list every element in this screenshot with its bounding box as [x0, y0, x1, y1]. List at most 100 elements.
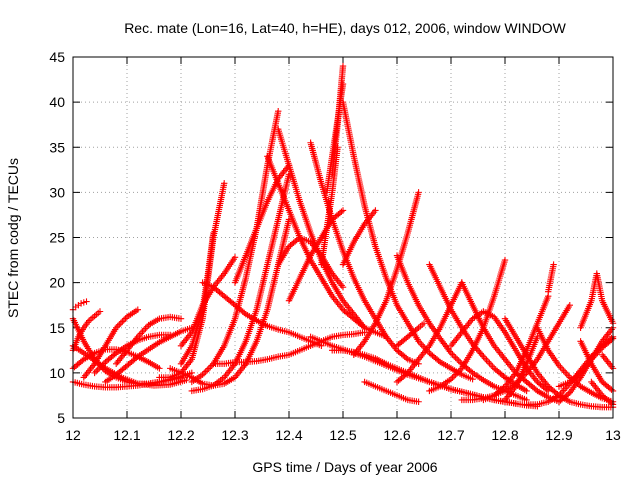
data-point [204, 366, 211, 374]
data-series [447, 308, 552, 395]
data-series [426, 256, 509, 395]
x-tick-label: 12 [65, 427, 81, 443]
data-series [555, 324, 617, 405]
data-series [69, 308, 104, 354]
data-point [452, 371, 459, 378]
data-series [501, 333, 541, 404]
data-point [500, 384, 507, 391]
data-series [329, 62, 347, 178]
data-point [608, 386, 615, 393]
axis-ticks: 12 12.1 12.2 12.3 12.4 12.5 12.6 12.7 12.8 12.9 13… [49, 49, 621, 443]
data-point [372, 207, 379, 214]
data-point [114, 323, 121, 330]
data-point [221, 180, 228, 187]
data-point [99, 361, 106, 369]
data-point [450, 372, 458, 380]
data-series [577, 270, 617, 331]
data-point [523, 387, 530, 395]
data-series [177, 229, 217, 368]
data-point [96, 365, 103, 372]
data-point [415, 189, 422, 196]
data-point [200, 369, 208, 377]
data-series [393, 320, 428, 349]
data-series [80, 306, 141, 381]
data-point [453, 356, 461, 363]
data-point [120, 316, 128, 324]
y-tick-label: 45 [49, 49, 65, 65]
data-series [188, 171, 293, 395]
y-tick-label: 30 [49, 184, 65, 200]
data-point [500, 372, 507, 380]
data-series [545, 261, 557, 295]
x-tick-label: 12.9 [545, 427, 572, 443]
x-tick-label: 12.5 [329, 427, 356, 443]
data-point [403, 370, 410, 378]
data-point [563, 370, 570, 378]
data-series [393, 252, 530, 404]
x-tick-label: 12.6 [383, 427, 410, 443]
data-point [561, 369, 569, 376]
data-point [139, 328, 146, 335]
data-point [92, 368, 100, 375]
data-point [134, 306, 141, 313]
data-point [285, 216, 293, 223]
data-series [599, 351, 617, 372]
data-point [481, 355, 489, 362]
x-tick-label: 12.2 [167, 427, 194, 443]
data-point [113, 324, 120, 331]
data-point [449, 374, 456, 381]
data-point [133, 354, 140, 362]
data-point [199, 371, 206, 378]
y-tick-label: 25 [49, 230, 65, 246]
data-point [418, 341, 425, 348]
data-point [457, 359, 464, 366]
data-point [420, 320, 428, 327]
data-point [565, 372, 572, 379]
data-point [455, 368, 462, 375]
data-series [555, 335, 617, 390]
data-point [469, 375, 476, 383]
data-series [91, 331, 174, 377]
data-point [80, 299, 87, 306]
data-point [111, 351, 118, 358]
data-point [457, 366, 464, 374]
data-series [307, 139, 422, 368]
data-point [489, 363, 496, 370]
data-point [487, 361, 495, 369]
data-series [577, 338, 617, 395]
x-tick-label: 12.7 [437, 427, 464, 443]
data-point [116, 321, 123, 328]
y-tick-label: 35 [49, 139, 65, 155]
data-point [453, 369, 461, 377]
y-tick-label: 40 [49, 94, 65, 110]
data-point [483, 356, 490, 364]
data-point [91, 369, 98, 377]
x-tick-label: 13 [605, 427, 621, 443]
data-point [550, 261, 557, 268]
data-point [231, 254, 239, 261]
data-point [566, 301, 573, 309]
x-tick-label: 12.3 [221, 427, 248, 443]
data-point [119, 318, 126, 325]
data-point [452, 354, 459, 361]
data-series [588, 378, 617, 408]
data-point [467, 368, 475, 375]
data-point [339, 62, 347, 70]
data-point [339, 207, 347, 214]
data-point [532, 386, 540, 393]
data-points [69, 62, 617, 411]
data-series [113, 313, 185, 368]
data-point [486, 360, 493, 367]
data-point [413, 325, 421, 333]
data-series [199, 279, 325, 349]
data-point [205, 365, 212, 372]
data-point [339, 283, 347, 291]
y-tick-label: 10 [49, 365, 65, 381]
data-series [69, 298, 90, 313]
data-point [477, 350, 484, 357]
y-axis-label: STEC from codg / TECUs [5, 158, 21, 318]
data-series [102, 324, 195, 386]
data-point [338, 208, 345, 215]
data-point [183, 376, 190, 384]
